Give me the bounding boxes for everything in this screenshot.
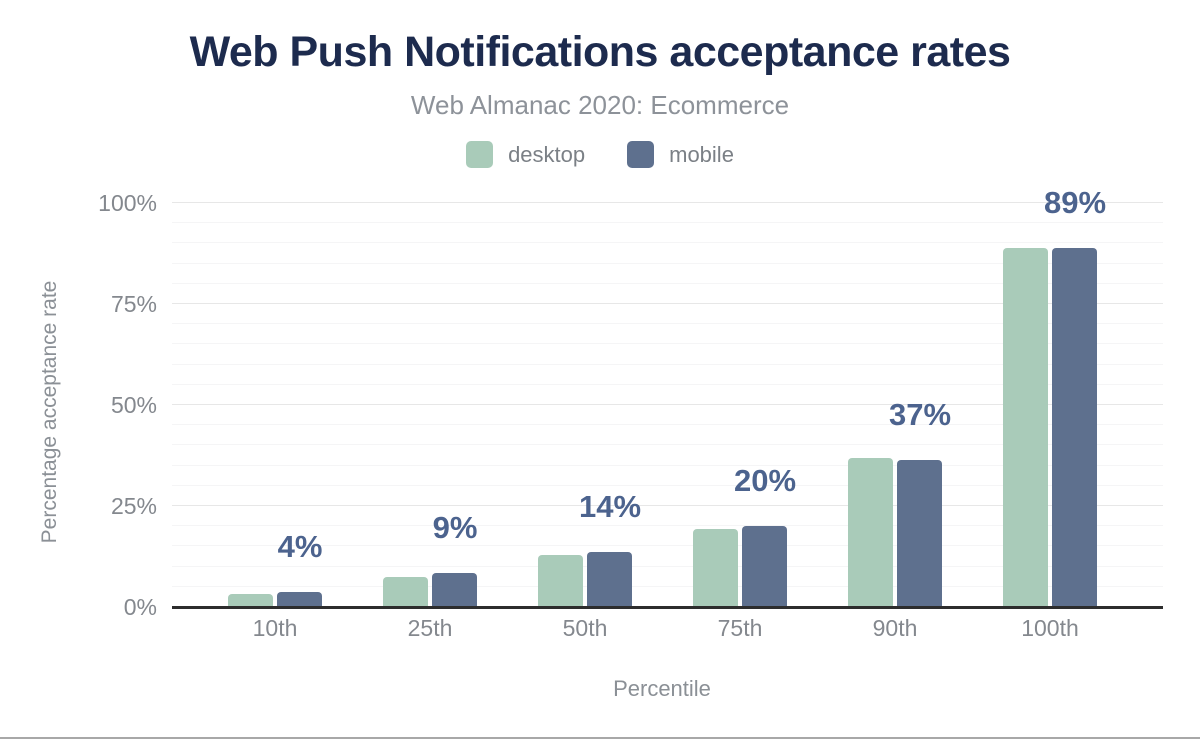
y-tick-100%: 100%: [98, 190, 157, 216]
bar-group-50th: [538, 203, 632, 607]
x-tick-90th: 90th: [872, 615, 918, 641]
gridline-40: [172, 444, 1163, 446]
value-label-25th: 9%: [432, 509, 478, 545]
mobile-bar-25th: [432, 572, 477, 607]
gridline-80: [172, 282, 1163, 284]
legend-item-desktop[interactable]: desktop: [466, 141, 585, 168]
mobile-bar-100th: [1052, 247, 1097, 607]
value-label-50th: 14%: [578, 489, 642, 525]
gridline-55: [172, 383, 1163, 385]
desktop-bar-100th: [1003, 247, 1048, 607]
x-tick-50th: 50th: [562, 615, 608, 641]
chart-title: Web Push Notifications acceptance rates: [189, 28, 1011, 76]
x-tick-10th: 10th: [252, 615, 298, 641]
legend-label-mobile: mobile: [669, 141, 734, 167]
gridline-90: [172, 242, 1163, 244]
gridline-25: [172, 505, 1163, 506]
mobile-bar-75th: [742, 526, 787, 607]
value-label-100th: 89%: [1043, 184, 1107, 220]
gridline-65: [172, 343, 1163, 345]
gridline-95: [172, 222, 1163, 224]
desktop-bar-50th: [538, 554, 583, 607]
gridline-20: [172, 525, 1163, 527]
desktop-bar-75th: [693, 529, 738, 607]
desktop-bar-25th: [383, 577, 428, 607]
gridline-75: [172, 303, 1163, 304]
bar-group-100th: [1003, 203, 1097, 607]
mobile-swatch-icon: [627, 141, 655, 168]
gridline-85: [172, 262, 1163, 264]
bottom-border: [0, 737, 1200, 739]
legend-item-mobile[interactable]: mobile: [627, 141, 734, 168]
y-tick-0%: 0%: [123, 594, 157, 620]
y-tick-75%: 75%: [110, 291, 157, 317]
bar-group-25th: [383, 203, 477, 607]
gridline-15: [172, 545, 1163, 547]
y-tick-25%: 25%: [110, 493, 157, 519]
legend: desktop mobile: [0, 141, 1200, 168]
gridline-70: [172, 323, 1163, 325]
mobile-bar-90th: [897, 459, 942, 607]
bar-group-10th: [228, 203, 322, 607]
bar-group-90th: [848, 203, 942, 607]
x-tick-100th: 100th: [1021, 615, 1079, 641]
mobile-bar-50th: [587, 552, 632, 607]
x-tick-25th: 25th: [407, 615, 453, 641]
value-label-75th: 20%: [733, 463, 797, 499]
x-axis-title: Percentile: [613, 676, 711, 701]
desktop-swatch-icon: [466, 141, 494, 168]
y-tick-50%: 50%: [110, 392, 157, 418]
gridline-60: [172, 363, 1163, 365]
gridline-30: [172, 484, 1163, 486]
gridline-50: [172, 404, 1163, 405]
gridline-100: [172, 202, 1163, 203]
desktop-bar-90th: [848, 457, 893, 607]
x-axis-line: [172, 606, 1163, 609]
gridline-10: [172, 565, 1163, 567]
mobile-bar-10th: [277, 592, 322, 607]
legend-label-desktop: desktop: [508, 141, 586, 167]
plot-area: 4% 9% 14% 20% 37% 89%: [172, 187, 1163, 609]
gridline-35: [172, 464, 1163, 466]
gridline-45: [172, 424, 1163, 426]
desktop-bar-10th: [228, 593, 273, 607]
x-tick-75th: 75th: [717, 615, 763, 641]
value-label-90th: 37%: [888, 396, 952, 432]
gridline-5: [172, 585, 1163, 587]
value-label-10th: 4%: [277, 529, 323, 565]
bar-group-75th: [693, 203, 787, 607]
chart-subtitle: Web Almanac 2020: Ecommerce: [410, 90, 790, 120]
